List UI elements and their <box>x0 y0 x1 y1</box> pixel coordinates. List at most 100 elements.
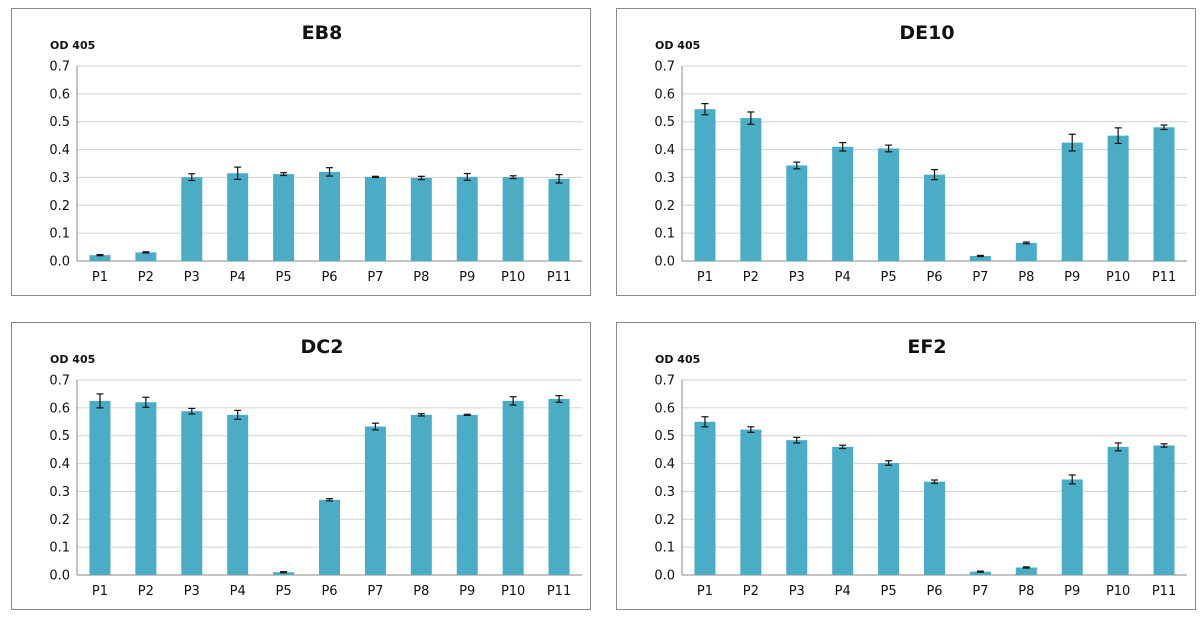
y-axis-label: OD 405 <box>655 353 700 366</box>
error-bar <box>509 175 517 180</box>
error-bar <box>747 111 755 125</box>
bar <box>364 176 386 261</box>
chart-title: EB8 <box>302 22 343 44</box>
bar <box>410 414 432 575</box>
y-tick-label: 0.7 <box>49 374 70 389</box>
x-tick-label: P8 <box>1018 270 1034 285</box>
error-bar <box>142 396 150 408</box>
bar <box>1015 567 1037 575</box>
y-tick-label: 0.2 <box>49 199 70 214</box>
error-bar <box>931 169 938 181</box>
x-tick-label: P4 <box>835 270 851 285</box>
x-tick-label: P9 <box>1064 584 1080 599</box>
bar <box>135 252 157 261</box>
x-tick-label: P2 <box>743 584 759 599</box>
y-tick-label: 0.0 <box>49 255 70 270</box>
chart-title: DE10 <box>899 22 954 44</box>
bar <box>694 109 716 261</box>
error-bar <box>188 173 196 182</box>
error-bar <box>1022 566 1030 569</box>
bar <box>832 446 854 575</box>
error-bar <box>234 166 242 180</box>
bar <box>1107 135 1129 261</box>
bar <box>502 177 524 261</box>
bar <box>319 171 340 261</box>
x-tick-label: P8 <box>1018 584 1034 599</box>
bar <box>548 178 570 261</box>
bar <box>273 572 295 575</box>
bar <box>181 411 203 575</box>
y-tick-label: 0.5 <box>654 115 675 130</box>
bar-chart-svg: DE10 OD 405 0.0 0.1 0.2 0.3 0.4 0.5 0.6 0.7 P1 P2 P3… <box>654 22 1187 285</box>
y-tick-label: 0.1 <box>654 541 675 556</box>
error-bar <box>1114 127 1122 145</box>
error-bar <box>793 436 801 444</box>
x-tick-label: P3 <box>184 584 200 599</box>
x-tick-label: P9 <box>459 270 475 285</box>
bar <box>740 118 762 261</box>
y-tick-label: 0.2 <box>654 199 675 214</box>
x-tick-label: P6 <box>926 270 942 285</box>
y-tick-label: 0.4 <box>49 457 70 472</box>
x-tick-label: P3 <box>789 584 805 599</box>
error-bar <box>931 479 938 484</box>
x-tick-label: P3 <box>184 270 200 285</box>
bar <box>694 421 716 575</box>
error-bar <box>371 422 379 431</box>
bar <box>740 429 762 575</box>
x-tick-label: P1 <box>697 584 713 599</box>
bar-chart-svg: EF2 OD 405 0.0 0.1 0.2 0.3 0.4 0.5 0.6 0.7 P1 P2 P3 P… <box>654 336 1187 599</box>
y-tick-label: 0.4 <box>654 457 675 472</box>
x-tick-label: P5 <box>881 584 897 599</box>
error-bar <box>280 571 288 574</box>
bar <box>1061 479 1083 575</box>
y-tick-label: 0.7 <box>654 374 675 389</box>
y-tick-label: 0.1 <box>654 227 675 242</box>
bar <box>1107 446 1129 575</box>
chart-title: DC2 <box>301 336 344 358</box>
bar <box>1153 127 1175 262</box>
bar <box>832 146 854 261</box>
x-tick-label: P1 <box>92 584 108 599</box>
x-tick-label: P7 <box>367 270 383 285</box>
bar-chart-svg: DC2 OD 405 0.0 0.1 0.2 0.3 0.4 0.5 0.6 0.7 P1 P2 P3 P… <box>49 336 582 599</box>
bar <box>548 398 570 575</box>
error-bar <box>555 394 563 403</box>
bar <box>135 402 157 575</box>
error-bar <box>326 167 333 177</box>
x-tick-label: P7 <box>972 584 988 599</box>
y-tick-label: 0.3 <box>654 171 675 186</box>
x-tick-label: P10 <box>1106 584 1130 599</box>
x-tick-label: P4 <box>230 270 246 285</box>
error-bar <box>1160 443 1168 448</box>
bar <box>786 440 808 575</box>
y-tick-label: 0.7 <box>49 60 70 75</box>
y-tick-label: 0.3 <box>654 485 675 500</box>
x-tick-label: P11 <box>1152 584 1176 599</box>
x-tick-label: P4 <box>835 584 851 599</box>
x-tick-label: P7 <box>972 270 988 285</box>
error-bar <box>371 175 379 179</box>
y-tick-label: 0.2 <box>49 513 70 528</box>
x-tick-label: P8 <box>413 270 429 285</box>
bar-chart-svg: EB8 OD 405 0.0 0.1 0.2 0.3 0.4 0.5 0.6 0.7 P1 P2 P3 P… <box>49 22 582 285</box>
error-bar <box>1022 241 1030 245</box>
y-tick-label: 0.0 <box>654 255 675 270</box>
y-tick-label: 0.6 <box>49 401 70 416</box>
y-tick-label: 0.6 <box>654 87 675 102</box>
bar <box>924 481 945 575</box>
error-bar <box>555 174 563 184</box>
y-tick-label: 0.3 <box>49 171 70 186</box>
y-tick-label: 0.4 <box>654 143 675 158</box>
x-tick-label: P10 <box>501 270 525 285</box>
bar <box>364 426 386 575</box>
y-tick-label: 0.6 <box>49 87 70 102</box>
error-bar <box>509 396 517 406</box>
error-bar <box>463 413 471 416</box>
error-bar <box>142 251 150 254</box>
y-tick-label: 0.6 <box>654 401 675 416</box>
x-tick-label: P11 <box>547 584 571 599</box>
error-bar <box>701 103 709 116</box>
x-tick-label: P5 <box>881 270 897 285</box>
x-tick-label: P7 <box>367 584 383 599</box>
